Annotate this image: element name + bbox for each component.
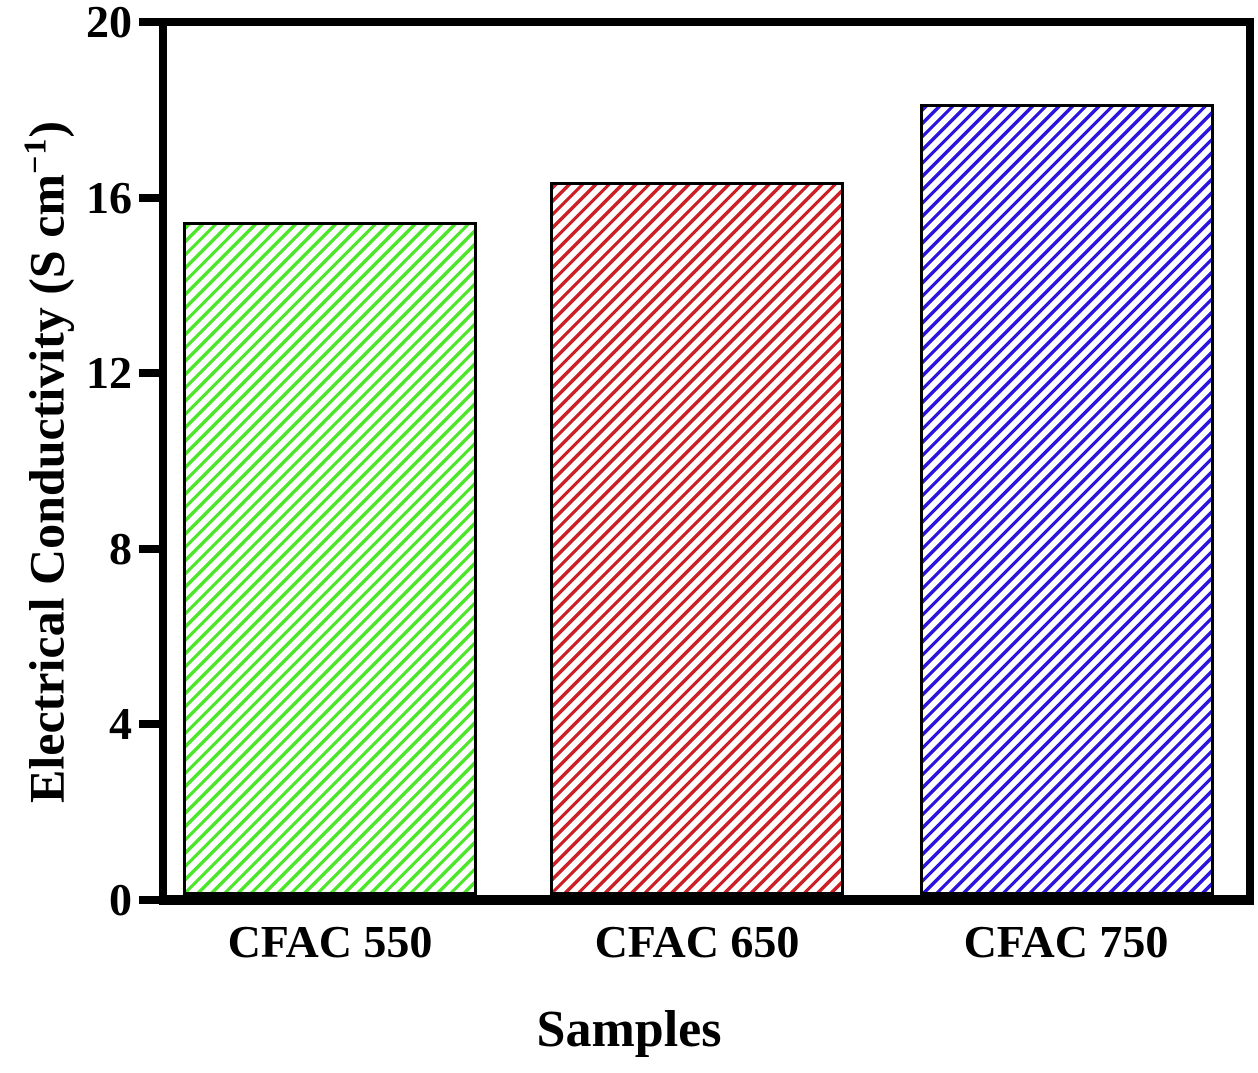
y-tick-label: 16: [86, 171, 132, 223]
y-tick-mark: [139, 18, 160, 26]
x-category-label-cfac-750: CFAC 750: [963, 916, 1169, 967]
plot-area: [159, 18, 1254, 905]
y-tick-mark: [139, 720, 160, 729]
x-category-label-cfac-550: CFAC 550: [227, 916, 433, 967]
y-tick-mark: [139, 193, 160, 202]
x-axis-title: Samples: [536, 1001, 722, 1058]
bar-cfac-750: [920, 104, 1214, 895]
x-category-label-cfac-650: CFAC 650: [594, 916, 800, 967]
y-tick-mark: [139, 369, 160, 378]
bar-cfac-650: [550, 182, 844, 895]
y-tick-label: 8: [109, 522, 132, 574]
y-axis-title-exponent: −1: [16, 137, 53, 174]
y-tick-label: 12: [86, 347, 132, 399]
y-tick-mark: [139, 544, 160, 553]
y-tick-mark: [139, 896, 160, 904]
y-tick-label: 0: [109, 874, 132, 925]
y-axis-title-close-paren: ): [18, 121, 75, 138]
bar-cfac-550: [183, 222, 477, 895]
y-tick-label: 20: [86, 0, 132, 47]
y-tick-label: 4: [109, 698, 132, 750]
